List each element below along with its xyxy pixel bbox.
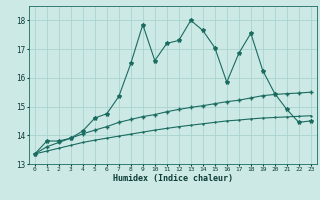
X-axis label: Humidex (Indice chaleur): Humidex (Indice chaleur) (113, 174, 233, 183)
